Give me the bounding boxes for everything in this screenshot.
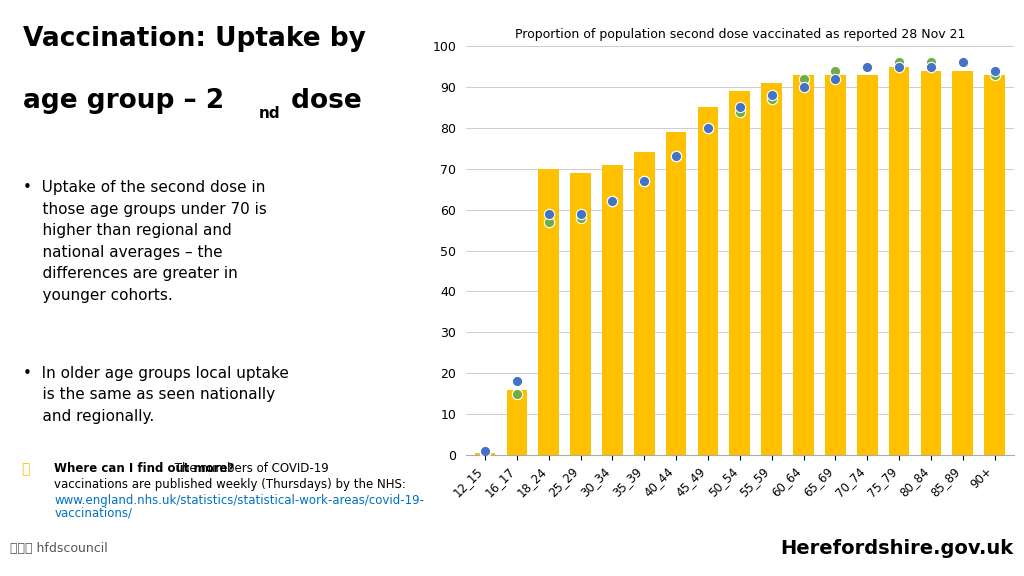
Text: vaccinations are published weekly (Thursdays) by the NHS:: vaccinations are published weekly (Thurs…: [54, 478, 407, 491]
Bar: [825, 75, 846, 455]
Text: vaccinations/: vaccinations/: [54, 507, 132, 520]
Point: [731, 103, 748, 112]
Point: [541, 209, 557, 218]
Point: [796, 82, 812, 92]
Bar: [921, 71, 941, 455]
Point: [604, 197, 621, 206]
Bar: [539, 169, 559, 455]
Point: [954, 58, 971, 67]
Point: [541, 217, 557, 226]
Point: [859, 62, 876, 71]
Text: 🔍: 🔍: [22, 463, 30, 476]
Text: •  Uptake of the second dose in
    those age groups under 70 is
    higher than: • Uptake of the second dose in those age…: [24, 180, 267, 303]
Point: [572, 213, 589, 222]
Point: [764, 90, 780, 100]
Point: [668, 152, 684, 161]
Point: [859, 62, 876, 71]
Point: [827, 74, 844, 84]
Point: [986, 66, 1002, 75]
Text: The numbers of COVID-19: The numbers of COVID-19: [171, 463, 329, 475]
Point: [604, 197, 621, 206]
Point: [636, 176, 652, 185]
Text: www.england.nhs.uk/statistics/statistical-work-areas/covid-19-: www.england.nhs.uk/statistics/statistica…: [54, 494, 424, 507]
Text: Herefordshire.gov.uk: Herefordshire.gov.uk: [780, 539, 1014, 558]
Point: [699, 123, 716, 132]
Title: Proportion of population second dose vaccinated as reported 28 Nov 21: Proportion of population second dose vac…: [515, 28, 965, 41]
Bar: [602, 165, 623, 455]
Point: [827, 66, 844, 75]
Bar: [729, 91, 751, 455]
Text: Vaccination: Uptake by: Vaccination: Uptake by: [24, 26, 367, 52]
Text: dose: dose: [282, 88, 361, 114]
Bar: [761, 83, 782, 455]
Point: [891, 58, 907, 67]
Bar: [634, 153, 654, 455]
Bar: [984, 75, 1005, 455]
Bar: [507, 389, 527, 455]
Point: [636, 176, 652, 185]
Bar: [889, 67, 909, 455]
Text: •  In older age groups local uptake
    is the same as seen nationally
    and r: • In older age groups local uptake is th…: [24, 366, 290, 424]
Bar: [857, 75, 878, 455]
Point: [572, 209, 589, 218]
Text: ⬛⬛⬛ hfdscouncil: ⬛⬛⬛ hfdscouncil: [10, 541, 108, 555]
Bar: [697, 108, 719, 455]
Point: [731, 107, 748, 116]
Point: [764, 94, 780, 104]
Text: nd: nd: [259, 105, 281, 120]
Point: [509, 377, 525, 386]
Point: [923, 58, 939, 67]
Point: [796, 74, 812, 84]
Text: age group – 2: age group – 2: [24, 88, 224, 114]
Point: [986, 70, 1002, 79]
Point: [891, 62, 907, 71]
Point: [509, 389, 525, 399]
Point: [699, 123, 716, 132]
Bar: [475, 453, 496, 455]
Bar: [666, 132, 686, 455]
Point: [477, 446, 494, 456]
Point: [477, 448, 494, 457]
Point: [923, 62, 939, 71]
Bar: [794, 75, 814, 455]
Text: Where can I find out more?: Where can I find out more?: [54, 463, 234, 475]
Point: [954, 58, 971, 67]
Point: [668, 152, 684, 161]
Bar: [570, 173, 591, 455]
Bar: [952, 71, 973, 455]
